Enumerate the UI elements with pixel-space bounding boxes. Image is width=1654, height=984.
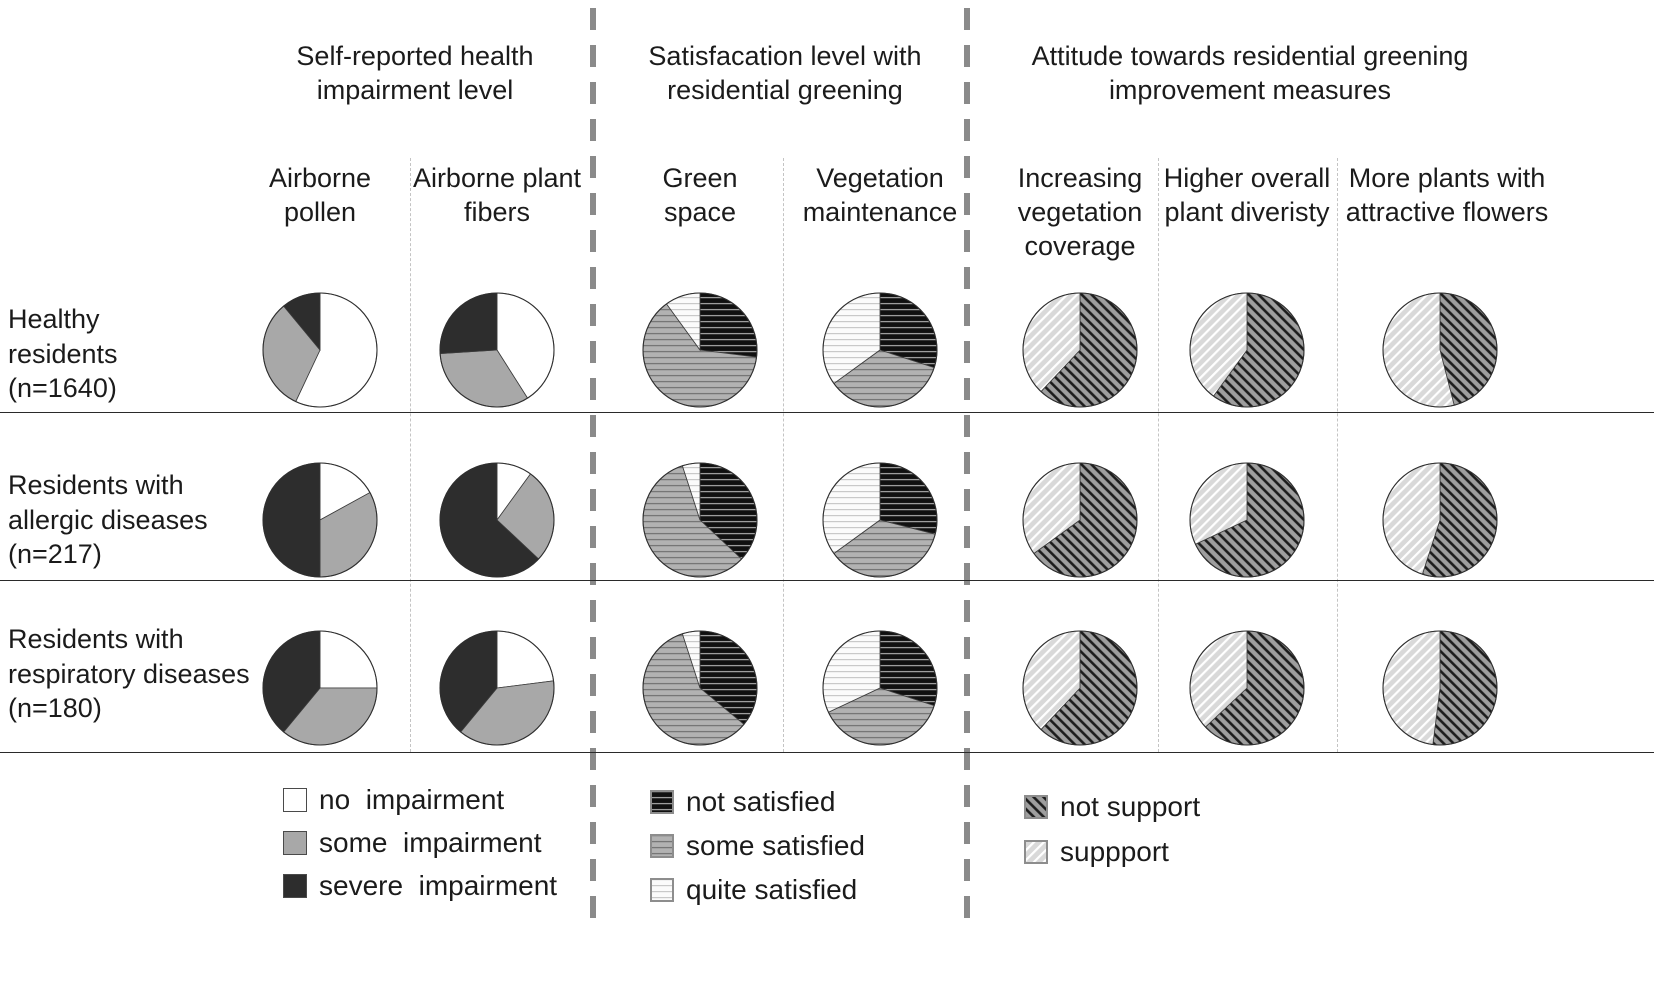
legend-label: not support	[1060, 791, 1201, 822]
legend-swatch-support	[1024, 840, 1048, 864]
column-header-airborne-pollen: Airborne pollen	[268, 163, 372, 227]
pie-chart	[437, 460, 557, 580]
row-divider-3	[0, 752, 1654, 753]
pie-chart	[1380, 290, 1500, 410]
row-divider-2	[0, 580, 1654, 581]
legend-item: not support	[1024, 791, 1200, 823]
pie-chart	[260, 628, 380, 748]
legend-item: no impairment	[283, 784, 504, 816]
pie-chart	[820, 628, 940, 748]
legend-label: quite satisfied	[686, 874, 858, 905]
section-title-impairment: Self-reported health impairment level	[296, 41, 534, 105]
legend-item: suppport	[1024, 836, 1169, 868]
legend-item: some impairment	[283, 827, 542, 859]
legend-label: some impairment	[319, 827, 542, 858]
dashed-divider-1	[590, 8, 596, 932]
row-label-healthy-residents: Healthy residents (n=1640)	[8, 304, 118, 404]
legend-label: severe impairment	[319, 870, 558, 901]
pie-chart	[1020, 460, 1140, 580]
legend-label: not satisfied	[686, 786, 836, 817]
column-divider-1	[410, 158, 411, 752]
legend-item: not satisfied	[650, 786, 835, 818]
column-divider-2	[783, 158, 784, 752]
legend-swatch-some-impairment	[283, 831, 307, 855]
legend-item: severe impairment	[283, 870, 557, 902]
pie-chart	[1020, 628, 1140, 748]
legend-swatch-quite-satisfied	[650, 878, 674, 902]
pie-chart	[437, 290, 557, 410]
legend-item: some satisfied	[650, 830, 865, 862]
pie-chart	[820, 290, 940, 410]
section-title-satisfaction: Satisfacation level with residential gre…	[648, 41, 922, 105]
pie-chart	[820, 460, 940, 580]
pie-chart	[437, 628, 557, 748]
pie-chart	[1187, 460, 1307, 580]
pie-chart	[1380, 628, 1500, 748]
column-header-higher-overall-plant-diversity: Higher overall plant diveristy	[1163, 163, 1331, 227]
pie-chart	[640, 628, 760, 748]
pie-chart	[1187, 290, 1307, 410]
legend-label: no impairment	[319, 784, 505, 815]
pie-chart	[640, 460, 760, 580]
legend-item: quite satisfied	[650, 874, 857, 906]
legend-swatch-no-impairment	[283, 788, 307, 812]
pie-chart	[1380, 460, 1500, 580]
dashed-divider-2	[964, 8, 970, 932]
column-header-increasing-vegetation-coverage: Increasing vegetation coverage	[1017, 163, 1143, 261]
section-title-attitude: Attitude towards residential greening im…	[1031, 41, 1469, 105]
pie-chart	[640, 290, 760, 410]
pie-chart	[260, 460, 380, 580]
pie-chart	[1020, 290, 1140, 410]
legend-label: some satisfied	[686, 830, 865, 861]
legend-swatch-not-satisfied	[650, 790, 674, 814]
row-divider-1	[0, 412, 1654, 413]
column-header-vegetation-maintenance: Vegetation maintenance	[802, 163, 958, 227]
legend-swatch-not-support	[1024, 795, 1048, 819]
column-divider-4	[1337, 158, 1338, 752]
row-label-allergic-residents: Residents with allergic diseases (n=217)	[8, 470, 208, 570]
column-header-more-plants-attractive-flowers: More plants with attractive flowers	[1345, 163, 1549, 227]
column-header-green-space: Green space	[662, 163, 738, 227]
column-header-airborne-plant-fibers: Airborne plant fibers	[412, 163, 582, 227]
legend-swatch-some-satisfied	[650, 834, 674, 858]
legend-label: suppport	[1060, 836, 1169, 867]
pie-chart	[260, 290, 380, 410]
pie-chart	[1187, 628, 1307, 748]
column-divider-3	[1158, 158, 1159, 752]
row-label-respiratory-residents: Residents with respiratory diseases (n=1…	[8, 624, 250, 724]
legend-swatch-severe-impairment	[283, 874, 307, 898]
